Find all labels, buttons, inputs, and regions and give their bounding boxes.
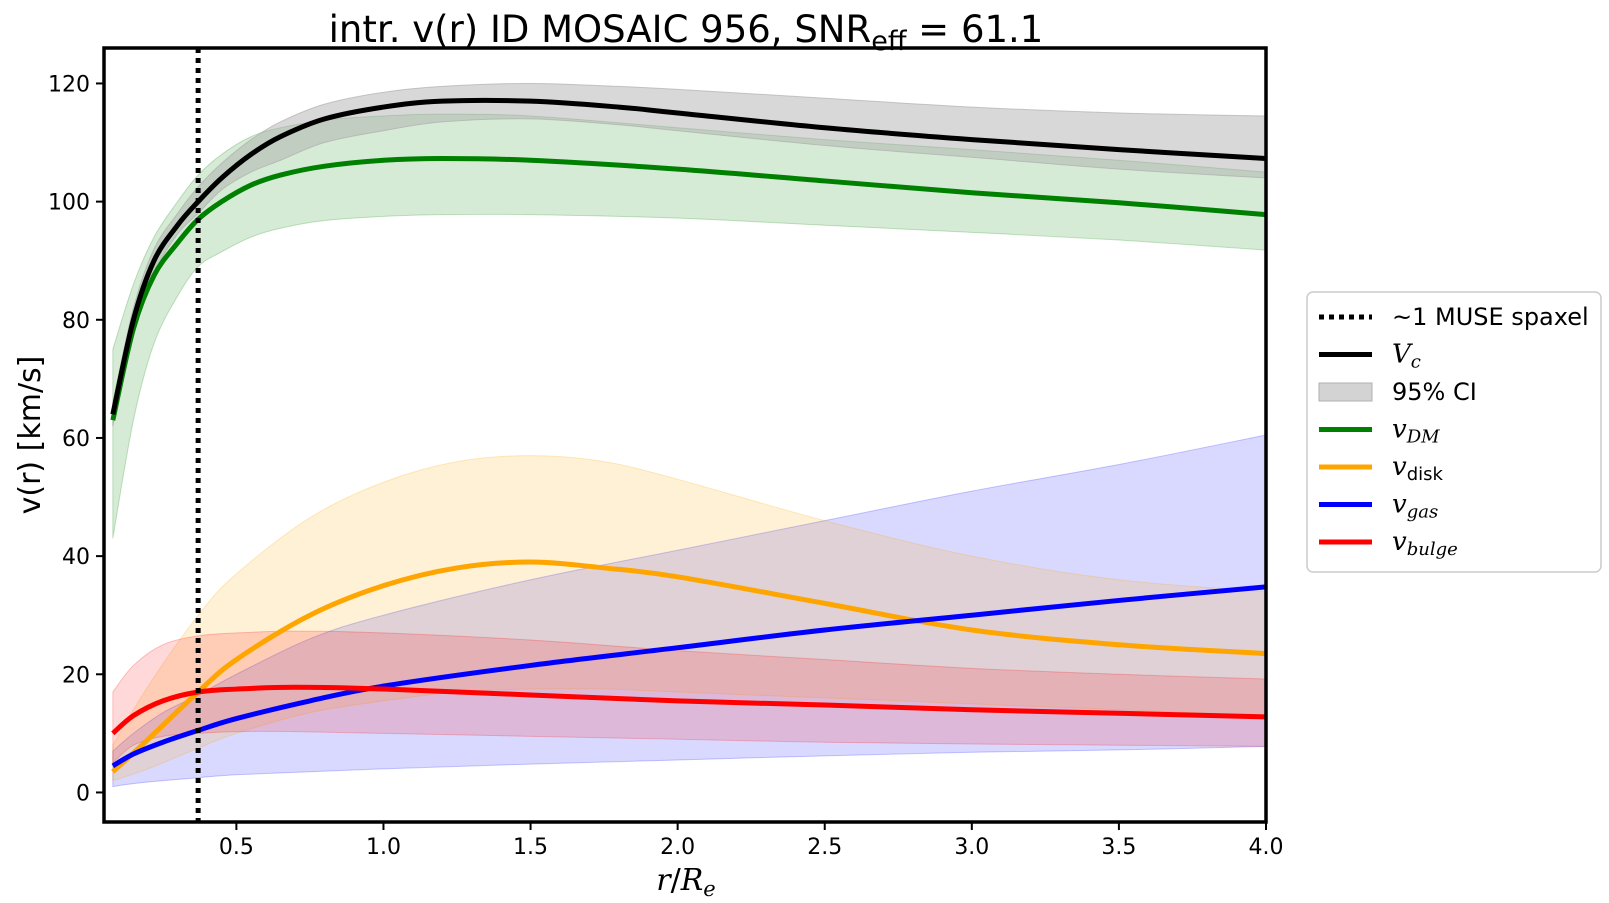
x-tick-label: 0.5 (219, 835, 254, 860)
legend-95-ci-swatch (1318, 382, 1373, 402)
plot-frame (102, 46, 1268, 824)
chart-title-main: intr. v(r) ID MOSAIC 956, SNR (329, 8, 872, 51)
band-v-dm (112, 113, 1266, 539)
y-axis-label: v(r) [km/s] (13, 356, 48, 515)
x-tick-label: 3.5 (1101, 835, 1136, 860)
x-axis-ticks: 0.5 1.0 1.5 2.0 2.5 3.0 3.5 4.0 (219, 822, 1284, 860)
x-axis-label: r/Re (656, 863, 715, 901)
x-tick-label: 4.0 (1249, 835, 1284, 860)
y-tick-label: 60 (62, 427, 90, 452)
line-v-disk (111, 559, 1266, 774)
y-axis-ticks: 0 20 40 60 80 100 120 (48, 72, 104, 806)
legend-v-c-label: Vc (1392, 340, 1421, 373)
x-tick-label: 2.5 (807, 835, 842, 860)
line-v-bulge (111, 684, 1266, 736)
y-tick-label: 80 (62, 309, 90, 334)
legend-v-bulge-label: vbulge (1392, 527, 1458, 560)
band-v-gas (112, 434, 1266, 788)
y-tick-label: 20 (62, 663, 90, 688)
x-tick-label: 1.5 (513, 835, 548, 860)
confidence-bands (112, 82, 1266, 788)
chart-title: intr. v(r) ID MOSAIC 956, SNReff = 61.1 (329, 8, 1044, 57)
chart-title-tail: = 61.1 (906, 8, 1043, 51)
legend-v-gas-label: vgas (1392, 490, 1438, 523)
legend-frame (1306, 291, 1602, 573)
y-tick-label: 40 (62, 545, 90, 570)
x-tick-label: 2.0 (660, 835, 695, 860)
x-tick-label: 1.0 (366, 835, 401, 860)
x-tick-label: 3.0 (954, 835, 989, 860)
y-tick-label: 100 (48, 191, 90, 216)
x-axis-label-R: R (680, 863, 704, 898)
line-v-c (110, 97, 1266, 415)
series-lines (110, 97, 1266, 774)
legend-1-muse-spaxel-label: ~1 MUSE spaxel (1392, 303, 1589, 331)
line-v-dm (110, 155, 1266, 421)
line-v-gas (111, 584, 1266, 769)
legend-95-ci-label: 95% CI (1392, 378, 1477, 406)
x-axis-label-sub: e (703, 877, 715, 901)
x-axis-label-r: r (656, 863, 672, 898)
legend-v-disk-label: vdisk (1392, 452, 1444, 485)
band-v-disk (112, 455, 1266, 782)
y-tick-label: 0 (76, 781, 90, 806)
x-axis-label-slash: / (671, 863, 682, 898)
legend-v-dm-label: vDM (1392, 415, 1440, 448)
band-v-bulge (112, 630, 1266, 765)
y-tick-label: 120 (48, 72, 90, 97)
legend: ~1 MUSE spaxel Vc 95% CI vDM vdisk vgas vbulge (1306, 291, 1602, 573)
chart-title-subscript: eff (871, 26, 908, 57)
